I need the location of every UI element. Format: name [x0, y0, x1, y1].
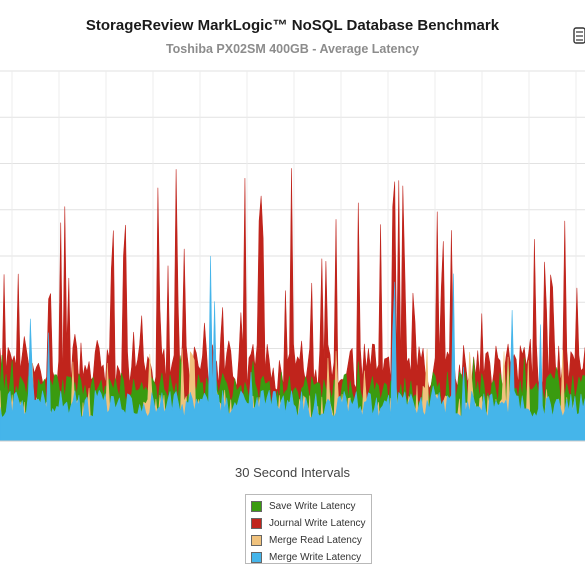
chart-series [0, 168, 585, 442]
legend-swatch [251, 518, 262, 529]
x-axis-label: 30 Second Intervals [235, 465, 350, 480]
legend-item: Save Write Latency [251, 498, 371, 515]
legend-item: Merge Read Latency [251, 532, 371, 549]
legend-swatch [251, 552, 262, 563]
storagereview-logo [573, 27, 585, 44]
series-area-merge-write-latency [0, 255, 585, 442]
series-area-journal-write-latency [0, 168, 585, 442]
chart-title: StorageReview MarkLogic™ NoSQL Database … [85, 17, 500, 34]
legend-label: Save Write Latency [269, 501, 356, 512]
chart-subtitle: Toshiba PX02SM 400GB - Average Latency [165, 42, 420, 56]
legend-swatch [251, 535, 262, 546]
legend-label: Merge Write Latency [269, 552, 362, 563]
chart-legend: Save Write Latency Journal Write Latency M… [245, 494, 372, 564]
legend-item: Merge Write Latency [251, 549, 371, 566]
legend-item: Journal Write Latency [251, 515, 371, 532]
legend-label: Merge Read Latency [269, 535, 362, 546]
legend-label: Journal Write Latency [269, 518, 366, 529]
latency-chart [0, 70, 585, 442]
legend-swatch [251, 501, 262, 512]
